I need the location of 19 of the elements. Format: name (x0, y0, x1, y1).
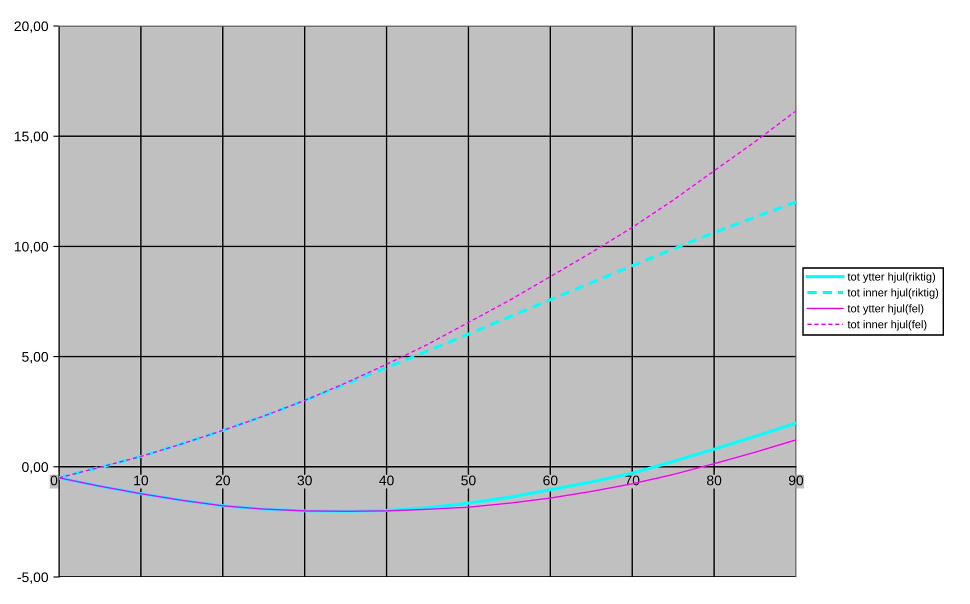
x-tick-label: 20 (216, 476, 230, 486)
x-tick-label: 0 (50, 476, 58, 486)
x-tick-label: 30 (297, 476, 312, 486)
legend-label: tot inner hjul(fel) (848, 320, 926, 331)
x-tick-label: 50 (461, 476, 476, 486)
y-tick-label: 20,00 (14, 21, 48, 33)
x-tick-label: 80 (706, 476, 722, 486)
x-tick-label: 40 (379, 476, 394, 486)
x-tick-label: 60 (543, 476, 558, 486)
legend-label: tot inner hjul(riktig) (848, 288, 938, 299)
legend-label: tot ytter hjul(fel) (848, 304, 924, 315)
x-tick-label: 10 (134, 476, 148, 486)
y-tick-label: 10,00 (14, 242, 48, 254)
y-tick-label: 5,00 (22, 352, 48, 364)
legend-label: tot ytter hjul(riktig) (848, 272, 936, 283)
y-tick-label: -5,00 (18, 572, 48, 584)
y-tick-label: 15,00 (14, 132, 48, 144)
x-tick-label: 90 (788, 476, 804, 486)
y-tick-label: 0,00 (22, 462, 48, 474)
